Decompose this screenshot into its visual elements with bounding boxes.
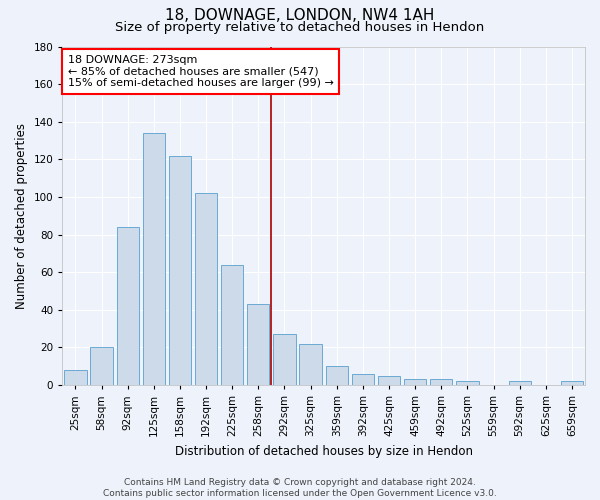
Bar [378, 376, 400, 385]
X-axis label: Distribution of detached houses by size in Hendon: Distribution of detached houses by size … [175, 444, 473, 458]
Text: 18, DOWNAGE, LONDON, NW4 1AH: 18, DOWNAGE, LONDON, NW4 1AH [166, 8, 434, 22]
Bar [116, 227, 139, 385]
Bar [221, 264, 244, 385]
Bar [561, 382, 583, 385]
Bar [404, 380, 426, 385]
Bar [143, 133, 165, 385]
Bar [430, 380, 452, 385]
Bar [456, 382, 479, 385]
Y-axis label: Number of detached properties: Number of detached properties [15, 123, 28, 309]
Text: Contains HM Land Registry data © Crown copyright and database right 2024.
Contai: Contains HM Land Registry data © Crown c… [103, 478, 497, 498]
Bar [326, 366, 348, 385]
Bar [299, 344, 322, 385]
Bar [247, 304, 269, 385]
Bar [274, 334, 296, 385]
Bar [169, 156, 191, 385]
Bar [64, 370, 86, 385]
Text: Size of property relative to detached houses in Hendon: Size of property relative to detached ho… [115, 21, 485, 34]
Bar [352, 374, 374, 385]
Bar [509, 382, 531, 385]
Bar [195, 193, 217, 385]
Bar [91, 348, 113, 385]
Text: 18 DOWNAGE: 273sqm
← 85% of detached houses are smaller (547)
15% of semi-detach: 18 DOWNAGE: 273sqm ← 85% of detached hou… [68, 55, 334, 88]
